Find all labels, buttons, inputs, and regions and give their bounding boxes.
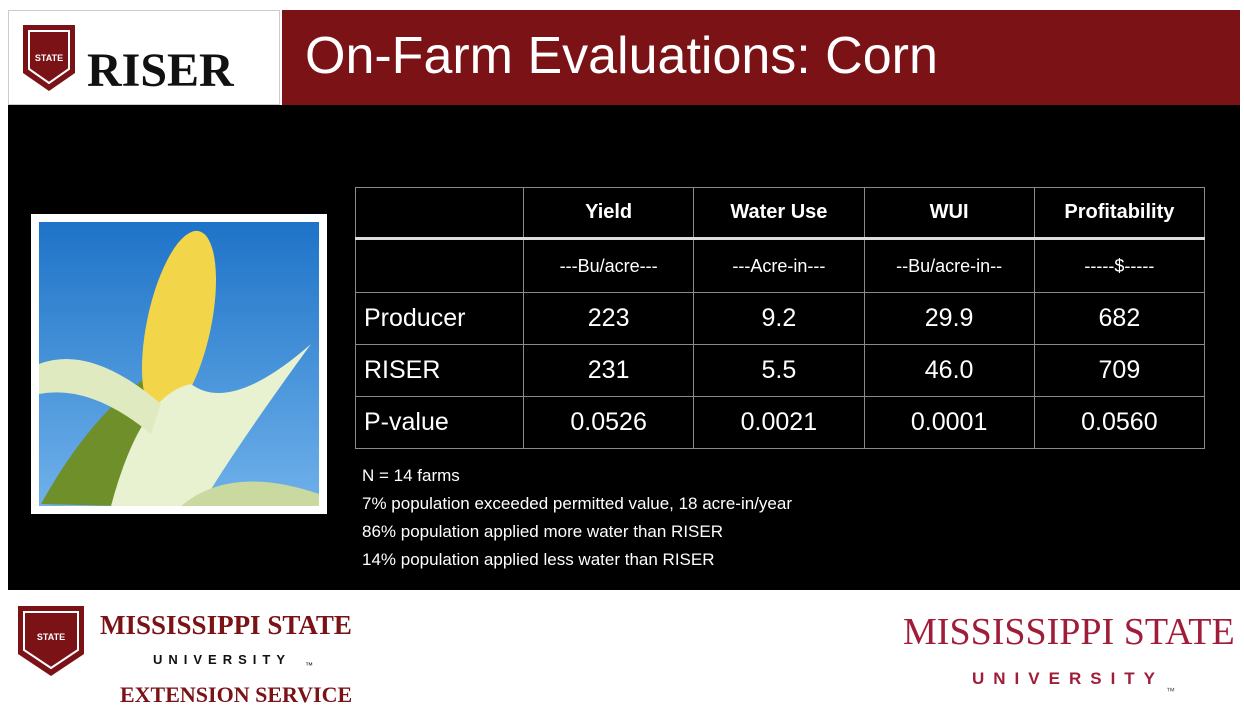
- column-header: Yield: [524, 188, 694, 239]
- logo-graphic: STATE RISER: [9, 11, 281, 106]
- units-row: ---Bu/acre------Acre-in-----Bu/acre-in--…: [356, 239, 1205, 293]
- row-label: P-value: [356, 397, 524, 449]
- msu-name: MISSISSIPPI STATE: [903, 611, 1235, 653]
- corner-cell: [356, 239, 524, 293]
- row-label: Producer: [356, 293, 524, 345]
- data-cell: 231: [524, 345, 694, 397]
- extension-service: EXTENSION SERVICE: [120, 682, 352, 707]
- data-cell: 29.9: [864, 293, 1034, 345]
- corn-photo: [31, 214, 327, 514]
- column-header: WUI: [864, 188, 1034, 239]
- unit-cell: -----$-----: [1034, 239, 1204, 293]
- data-cell: 46.0: [864, 345, 1034, 397]
- footer: STATE MISSISSIPPI STATE UNIVERSITY ™ EXT…: [0, 592, 1244, 708]
- unit-cell: ---Bu/acre---: [524, 239, 694, 293]
- data-cell: 709: [1034, 345, 1204, 397]
- msu-sub: UNIVERSITY: [153, 652, 291, 667]
- data-cell: 0.0021: [694, 397, 864, 449]
- slide-title: On-Farm Evaluations: Corn: [305, 26, 938, 86]
- column-header: Water Use: [694, 188, 864, 239]
- note-line: 86% population applied more water than R…: [362, 522, 723, 542]
- trademark: ™: [1166, 686, 1175, 696]
- unit-cell: ---Acre-in---: [694, 239, 864, 293]
- corner-cell: [356, 188, 524, 239]
- unit-cell: --Bu/acre-in--: [864, 239, 1034, 293]
- data-cell: 0.0560: [1034, 397, 1204, 449]
- row-label: RISER: [356, 345, 524, 397]
- shield-text: STATE: [37, 632, 65, 642]
- shield-text: STATE: [35, 53, 63, 63]
- note-line: N = 14 farms: [362, 466, 460, 486]
- data-cell: 223: [524, 293, 694, 345]
- logo-text: RISER: [87, 44, 235, 97]
- note-line: 14% population applied less water than R…: [362, 550, 715, 570]
- msu-name: MISSISSIPPI STATE: [100, 610, 352, 640]
- trademark: ™: [305, 661, 313, 670]
- data-cell: 5.5: [694, 345, 864, 397]
- note-line: 7% population exceeded permitted value, …: [362, 494, 792, 514]
- msu-sub: UNIVERSITY: [972, 669, 1164, 688]
- riser-logo: STATE RISER: [8, 10, 280, 105]
- slide: STATE RISER On-Farm Evaluations: Corn Yi…: [0, 0, 1244, 708]
- data-cell: 0.0001: [864, 397, 1034, 449]
- data-cell: 682: [1034, 293, 1204, 345]
- data-cell: 9.2: [694, 293, 864, 345]
- data-cell: 0.0526: [524, 397, 694, 449]
- column-header: Profitability: [1034, 188, 1204, 239]
